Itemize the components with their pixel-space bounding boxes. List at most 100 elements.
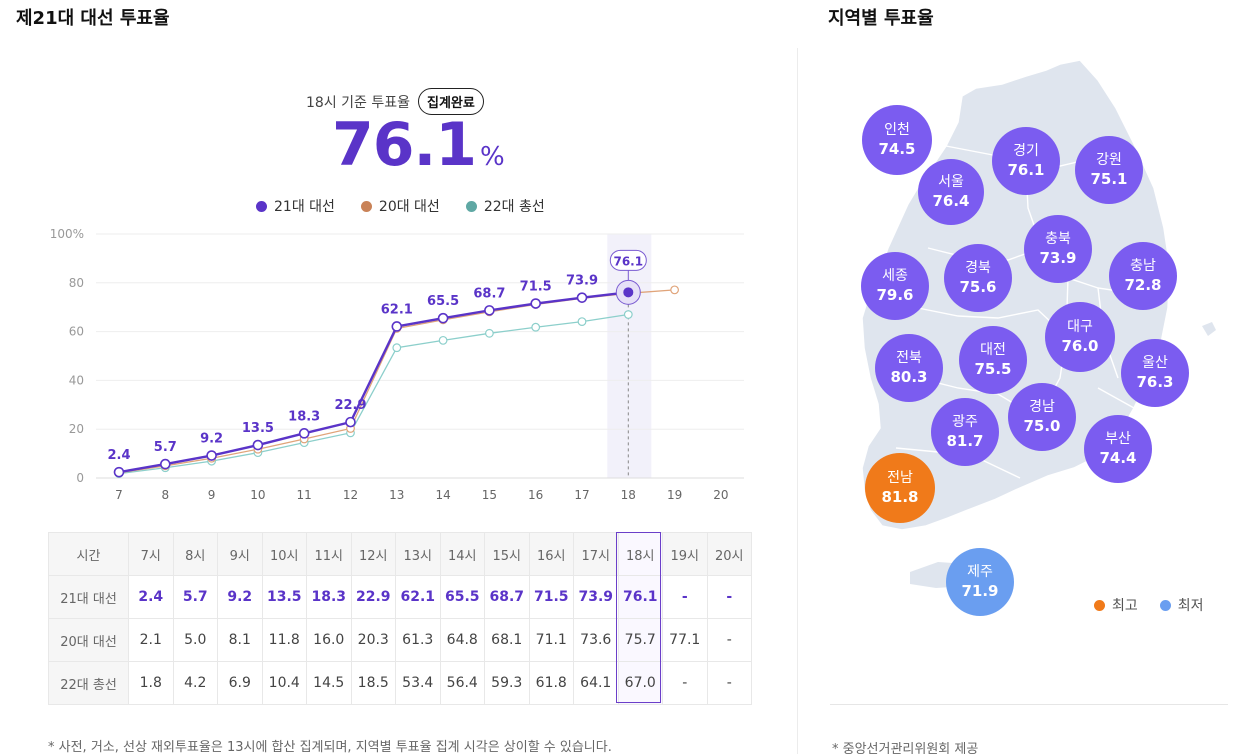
region-value: 72.8 xyxy=(1124,276,1162,294)
table-header-row: 시간 7시 8시 9시 10시 11시 12시 13시 14시 15시 16시 17시 18시 19시 2… xyxy=(48,532,752,576)
table-header-cell: 19시 xyxy=(662,532,708,576)
legend-dot-22 xyxy=(465,200,477,212)
table-cell: 14.5 xyxy=(306,661,352,705)
region-value: 76.3 xyxy=(1136,373,1174,391)
turnout-basis-label: 18시 기준 투표율 xyxy=(306,94,410,111)
table-header-cell: 14시 xyxy=(439,532,485,576)
map-legend-lowest: 최저 xyxy=(1159,595,1204,615)
table-row-label: 21대 대선 xyxy=(48,575,129,619)
series-point-main xyxy=(113,466,125,478)
table-cell: 71.5 xyxy=(528,575,574,619)
data-label: 68.7 xyxy=(473,286,505,301)
series-point-main xyxy=(206,450,217,461)
lowest-dot xyxy=(1159,599,1171,611)
region-bubble: 인천 74.5 xyxy=(862,105,932,175)
table-header-cell: 13시 xyxy=(395,532,441,576)
region-value: 73.9 xyxy=(1039,249,1077,267)
table-cell: 61.3 xyxy=(395,618,441,662)
table-cell: 4.2 xyxy=(172,661,218,705)
x-tick-label: 13 xyxy=(389,488,404,502)
table-cell: - xyxy=(706,618,752,662)
table-header-cell: 20시 xyxy=(706,532,752,576)
table-cell: 22.9 xyxy=(350,575,396,619)
table-header-cell: 16시 xyxy=(528,532,574,576)
table-cell: 53.4 xyxy=(395,661,441,705)
table-header-cell: 8시 xyxy=(172,532,218,576)
series-point-main xyxy=(345,416,356,428)
data-label: 2.4 xyxy=(107,448,130,463)
table-cell: 11.8 xyxy=(261,618,307,662)
table-row: 22대 총선 1.8 4.2 6.9 10.4 14.5 18.5 53.4 56.4 59.3 6… xyxy=(48,661,752,705)
table-cell: 73.6 xyxy=(573,618,619,662)
table-cell: 5.7 xyxy=(172,575,218,619)
turnout-big-value: 76.1 % xyxy=(332,110,505,180)
table-cell: 5.0 xyxy=(172,618,218,662)
region-name: 울산 xyxy=(1142,355,1168,371)
series-point-main xyxy=(298,428,310,439)
legend-dot-20 xyxy=(360,200,372,212)
region-bubble: 경북 75.6 xyxy=(944,244,1012,312)
turnout-line-chart: 100% 80 60 40 20 0 7 8 9 10 11 12 13 14 15 16 17 18 19 20 2.… xyxy=(50,227,744,502)
table-header-cell: 11시 xyxy=(306,532,352,576)
x-tick-label: 15 xyxy=(482,488,497,502)
y-tick-label: 80 xyxy=(69,276,84,290)
table-cell: 2.4 xyxy=(128,575,174,619)
x-tick-label: 17 xyxy=(574,488,589,502)
turnout-number: 76.1 xyxy=(332,110,477,180)
region-value: 76.1 xyxy=(1007,161,1045,179)
region-name: 세종 xyxy=(882,268,908,284)
footnote: * 사전, 거소, 선상 재외투표율은 13시에 합산 집계되며, 지역별 투표… xyxy=(48,740,612,754)
table-header-cell: 10시 xyxy=(261,532,307,576)
series-point xyxy=(577,317,587,326)
table-cell: 18.5 xyxy=(350,661,396,705)
legend-label-20: 20대 대선 xyxy=(378,199,440,215)
y-tick-label: 100% xyxy=(50,227,84,241)
page-title: 제21대 대선 투표율 xyxy=(16,8,170,29)
table-cell: - xyxy=(662,661,708,705)
table-header-cell: 18시 xyxy=(617,532,663,576)
legend-item-22: 22대 총선 xyxy=(465,196,545,216)
region-value: 79.6 xyxy=(876,286,914,304)
map-legend: 최고 최저 xyxy=(1094,595,1204,615)
y-tick-label: 0 xyxy=(76,471,84,485)
y-tick-label: 40 xyxy=(69,373,84,387)
table-cell: 67.0 xyxy=(617,661,663,705)
table-header-cell: 17시 xyxy=(573,532,619,576)
data-label: 5.7 xyxy=(154,440,177,455)
region-value: 76.0 xyxy=(1061,337,1099,355)
series-point xyxy=(670,285,679,295)
table-header-cell: 12시 xyxy=(350,532,396,576)
legend-label-22: 22대 총선 xyxy=(483,199,545,215)
region-bubble: 광주 81.7 xyxy=(931,398,999,466)
series-point-main xyxy=(576,292,588,303)
table-header-cell: 9시 xyxy=(217,532,263,576)
series-point-main xyxy=(484,305,495,316)
table-cell: 65.5 xyxy=(439,575,485,619)
table-cell: 6.9 xyxy=(217,661,263,705)
table-cell: 20.3 xyxy=(350,618,396,662)
highest-dot xyxy=(1094,599,1105,611)
region-name: 전남 xyxy=(887,470,913,486)
region-name: 부산 xyxy=(1105,431,1131,447)
series-point-main xyxy=(530,298,542,309)
series-point xyxy=(485,328,494,338)
data-label: 22.9 xyxy=(334,398,366,413)
region-bubble: 울산 76.3 xyxy=(1121,339,1189,407)
region-bubble: 전남 81.8 xyxy=(865,453,935,523)
region-value: 76.4 xyxy=(932,192,970,210)
region-section-title: 지역별 투표율 xyxy=(828,8,934,29)
table-row: 20대 대선 2.1 5.0 8.1 11.8 16.0 20.3 61.3 64.8 68.1 7… xyxy=(48,618,752,662)
region-value: 75.6 xyxy=(959,278,997,296)
table-corner-label: 시간 xyxy=(48,532,129,576)
region-name: 광주 xyxy=(952,414,978,430)
region-bubble: 제주 71.9 xyxy=(946,548,1014,616)
table-cell: 9.2 xyxy=(217,575,263,619)
region-value: 71.9 xyxy=(961,582,999,600)
data-label: 9.2 xyxy=(200,432,223,447)
current-point xyxy=(623,287,634,298)
table-cell: 1.8 xyxy=(128,661,174,705)
region-value: 75.5 xyxy=(974,360,1012,378)
region-name: 제주 xyxy=(967,564,993,580)
source-note: * 중앙선거관리위원회 제공 xyxy=(832,742,979,754)
data-label: 73.9 xyxy=(566,274,598,289)
